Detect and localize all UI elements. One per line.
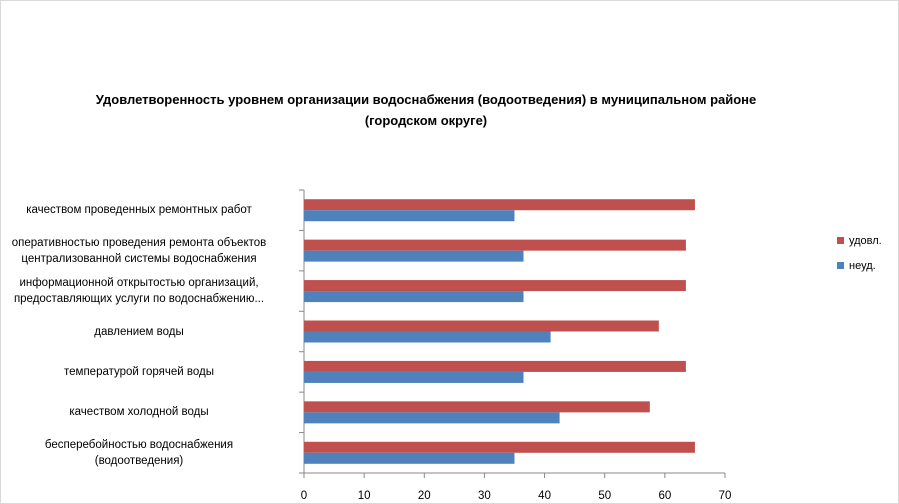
- x-tick-label: 20: [418, 490, 431, 502]
- legend: удовл. неуд.: [837, 233, 882, 283]
- legend-swatch: [837, 237, 844, 244]
- legend-swatch: [837, 262, 844, 269]
- bar-satisfied: [304, 199, 695, 211]
- category-label-line: качеством проведенных ремонтных работ: [26, 204, 252, 217]
- x-tick-label: 60: [658, 490, 671, 502]
- category-label-line: информационной открытостью организаций,: [19, 277, 259, 290]
- category-label-line: давлением воды: [94, 325, 184, 338]
- category-label-line: (водоотведения): [94, 454, 184, 467]
- bar-unsatisfied: [304, 371, 524, 383]
- bar-satisfied: [304, 239, 686, 251]
- legend-entry: неуд.: [837, 258, 882, 273]
- category-label: информационной открытостью организаций, п…: [0, 275, 289, 307]
- bar-satisfied: [304, 280, 686, 292]
- bar-unsatisfied: [304, 412, 560, 424]
- bar-satisfied: [304, 401, 650, 413]
- bar-unsatisfied: [304, 452, 515, 464]
- category-label-line: бесперебойностью водоснабжения: [44, 438, 234, 451]
- bar-unsatisfied: [304, 210, 515, 222]
- category-label: давлением воды: [0, 324, 289, 340]
- category-label-line: предоставляющих услуги по водоснабжению.…: [13, 293, 265, 306]
- x-tick-label: 30: [478, 490, 491, 502]
- x-tick-label: 50: [598, 490, 611, 502]
- legend-label: удовл.: [849, 234, 882, 247]
- x-tick-label: 70: [719, 490, 732, 502]
- bar-unsatisfied: [304, 331, 551, 343]
- bar-satisfied: [304, 320, 659, 332]
- category-label-line: оперативностью проведения ремонта объект…: [11, 236, 267, 249]
- category-label-line: температурой горячей воды: [64, 365, 214, 378]
- x-tick-label: 0: [301, 490, 307, 502]
- bar-satisfied: [304, 360, 686, 372]
- category-label-line: централизованной системы водоснабжения: [21, 252, 257, 265]
- category-label: температурой горячей воды: [0, 364, 289, 380]
- category-label: бесперебойностью водоснабжения (водоотвед…: [0, 437, 289, 469]
- category-label-line: качеством холодной воды: [69, 406, 209, 419]
- x-tick-label: 10: [358, 490, 371, 502]
- bar-satisfied: [304, 441, 695, 453]
- bar-unsatisfied: [304, 250, 524, 262]
- legend-label: неуд.: [849, 259, 876, 272]
- category-label: качеством проведенных ремонтных работ: [0, 202, 289, 218]
- category-label: качеством холодной воды: [0, 404, 289, 420]
- bar-unsatisfied: [304, 291, 524, 303]
- x-tick-label: 40: [538, 490, 551, 502]
- legend-entry: удовл.: [837, 233, 882, 248]
- chart-title: Удовлетворенность уровнем организации во…: [95, 92, 757, 128]
- category-label: оперативностью проведения ремонта объект…: [0, 235, 289, 267]
